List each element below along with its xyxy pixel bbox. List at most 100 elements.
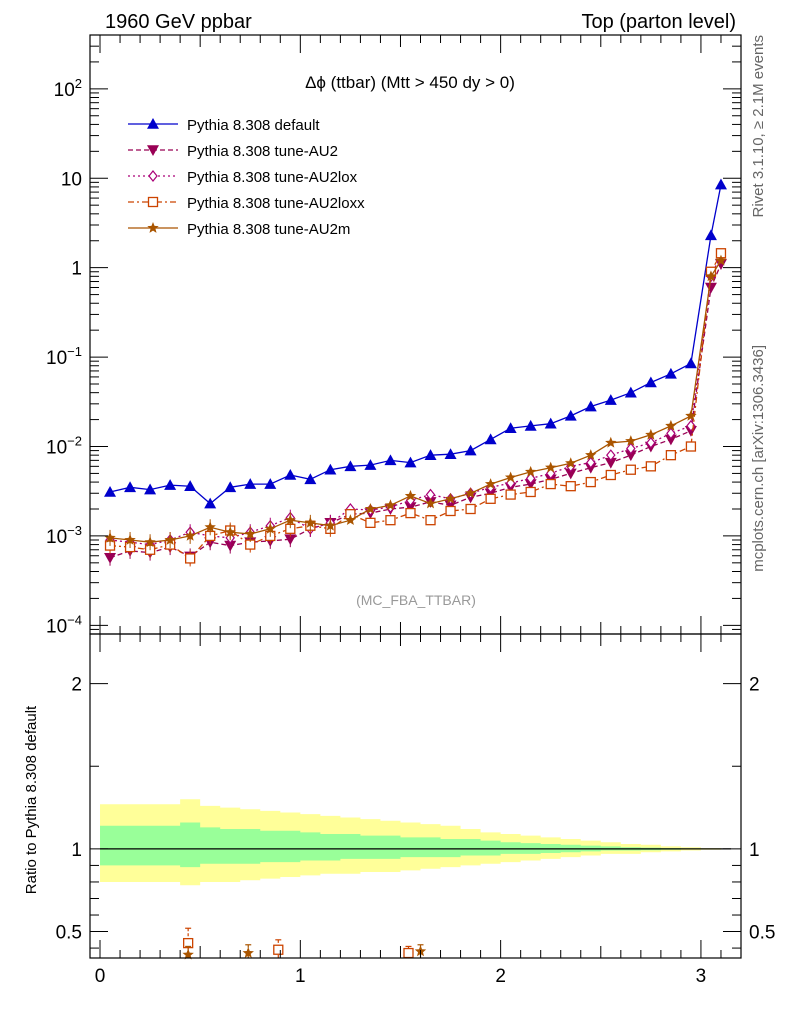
ratio-point [182, 948, 194, 960]
series-5-point [124, 534, 136, 545]
ratio-point [242, 947, 254, 958]
series-4-point [645, 461, 657, 472]
series-1-point [104, 485, 117, 497]
ratio-ytick-label-right: 1 [749, 840, 760, 861]
legend-marker [147, 196, 159, 208]
ratio-plot-area [100, 799, 731, 960]
series-5-point [605, 436, 617, 448]
series-3-point [525, 472, 536, 485]
ratio-band-green [100, 822, 731, 868]
series-5-point [164, 534, 176, 545]
main-ytick-label: 10−2 [46, 434, 82, 459]
series-5-point [284, 514, 297, 526]
series-1-point [484, 433, 497, 445]
series-1-point [714, 178, 727, 190]
series-5-point [585, 449, 597, 461]
series-4-point [585, 476, 596, 488]
series-2-point [524, 479, 537, 491]
xtick-label: 1 [295, 966, 306, 987]
series-2-point [704, 282, 717, 294]
ratio-point [273, 944, 284, 955]
series-4-point [485, 493, 496, 504]
main-ytick-label: 102 [54, 76, 82, 101]
series-5-point [504, 471, 517, 483]
series-1-point [144, 483, 157, 495]
legend-label: Pythia 8.308 tune-AU2loxx [187, 195, 365, 212]
series-5-point [705, 270, 717, 282]
series-5-point [224, 526, 236, 538]
ratio-panel: 0 1 2 3 0.5 0.5 1 1 2 2 Ratio to Pythia 8.308 def… [23, 633, 775, 987]
series-5-point [184, 529, 196, 541]
series-4-point [505, 489, 516, 500]
series-1-point [264, 478, 277, 489]
legend-marker [148, 170, 158, 182]
series-5-point [715, 254, 727, 266]
series-1-point [584, 400, 597, 412]
legend-marker [147, 118, 159, 129]
series-4-point [405, 507, 416, 519]
series-4-point [625, 464, 636, 475]
ratio-point [403, 947, 414, 959]
series-2-point [564, 468, 577, 480]
series-1-point [244, 478, 257, 489]
ratio-frame [89, 633, 742, 959]
legend-label: Pythia 8.308 tune-AU2lox [187, 169, 358, 186]
legend-label: Pythia 8.308 tune-AU2m [187, 221, 350, 238]
series-1-point [164, 479, 177, 490]
ratio-ytick-label-right: 2 [749, 675, 760, 696]
series-5-point [444, 492, 457, 504]
series-5-point [304, 516, 317, 528]
main-plot-area [104, 178, 727, 567]
watermark: (MC_FBA_TTBAR) [356, 592, 476, 608]
series-1-point [384, 454, 397, 466]
series-4-point [365, 517, 376, 529]
ratio-ytick-label-right: 0.5 [749, 923, 775, 944]
main-ytick-label: 1 [71, 259, 82, 280]
series-2-line [109, 263, 722, 559]
series-3-line [109, 254, 722, 546]
series-5-point [685, 409, 697, 421]
series-2-point [404, 502, 417, 514]
series-3-point [586, 456, 596, 469]
ratio-ylabel: Ratio to Pythia 8.308 default [23, 705, 40, 894]
series-1-point [204, 497, 217, 509]
legend-marker [147, 145, 159, 156]
series-1-point [564, 409, 577, 421]
series-1-point [464, 444, 477, 456]
xtick-label: 2 [495, 966, 506, 987]
series-5-point [484, 478, 497, 489]
series-4-point [385, 515, 396, 526]
series-1-point [124, 481, 137, 493]
series-5-point [264, 522, 276, 534]
series-5-point [104, 531, 116, 543]
series-4-point [685, 441, 697, 452]
series-1-point [304, 473, 317, 485]
series-1-point [604, 394, 617, 405]
xtick-label: 0 [95, 966, 106, 987]
series-5-point [565, 457, 577, 469]
series-4-point [565, 481, 576, 492]
series-5-point [344, 514, 357, 526]
series-2-point [664, 434, 677, 446]
ratio-ytick-label: 0.5 [56, 923, 82, 944]
series-2-point [104, 552, 117, 564]
main-ytick-label: 10−1 [46, 344, 82, 369]
xtick-label: 3 [696, 966, 707, 987]
series-4-point [525, 486, 536, 498]
series-5-point [384, 499, 397, 511]
series-1-point [324, 463, 337, 475]
series-1-point [544, 417, 557, 429]
series-1-point [644, 376, 657, 388]
main-axes: 102 10 1 10−1 10−2 10−3 10−4 [46, 34, 741, 637]
series-1-point [504, 422, 517, 434]
series-1-point [184, 480, 197, 491]
rivet-label: Rivet 3.1.10, ≥ 2.1M events [750, 35, 767, 218]
series-4-point [605, 469, 616, 481]
series-4-point [465, 503, 476, 515]
series-2-point [284, 534, 297, 546]
series-5-point [204, 521, 216, 533]
series-3-point [606, 449, 616, 462]
series-4-point [665, 450, 677, 461]
series-1-point [444, 448, 457, 460]
series-5-point [324, 519, 337, 531]
